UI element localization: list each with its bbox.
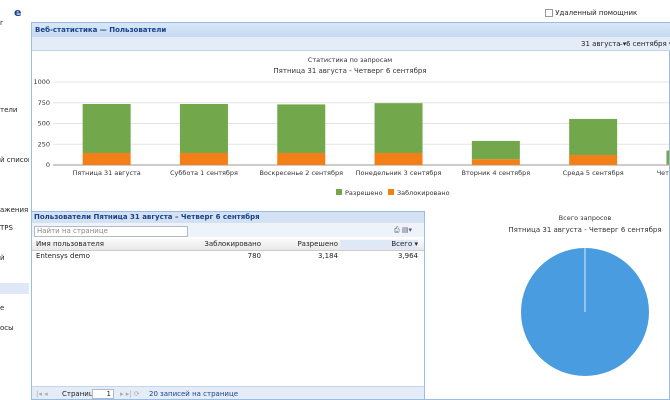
remote-help[interactable]: Удаленный помощник (545, 9, 637, 17)
legend-label: Заблокировано (397, 189, 450, 197)
bar-chart: Статистика по запросам Пятница 31 августа… (33, 56, 669, 197)
sidebar-item: TPS (0, 224, 13, 232)
toolbar (32, 37, 670, 51)
chart-title: Всего запросов (559, 214, 612, 222)
bar-segment (82, 103, 131, 153)
table-head: Имя пользователя Заблокировано Разрешено Вс… (32, 239, 424, 251)
page-size-label: записей на странице (160, 390, 239, 398)
pager-nav[interactable]: ▸ ▸| ⟳ (120, 390, 140, 398)
x-tick-label: Среда 5 сентября (563, 169, 624, 177)
x-tick-label: Воскресенье 2 сентября (259, 169, 343, 177)
sidebar-item: ажения (0, 206, 29, 214)
x-tick-label: Суббота 1 сентября (170, 169, 238, 177)
page-input[interactable]: 1 (92, 389, 114, 399)
column-header: Разрешено (297, 240, 338, 248)
table-cell: Entensys demo (36, 252, 90, 260)
legend-swatch (336, 189, 342, 195)
bar-segment (277, 104, 326, 153)
pie-chart: Всего запросов Пятница 31 августа - Четве… (508, 214, 662, 376)
panel-header: Веб-статистика — Пользователи (32, 23, 670, 37)
sidebar-item: e (14, 6, 22, 19)
sidebar: e r тели й список ажения TPS й е осы (0, 0, 29, 400)
chart-subtitle: Пятница 31 августа - Четверг 6 сентября (508, 226, 661, 234)
y-tick-label: 500 (38, 120, 50, 128)
sidebar-item: й список (0, 156, 29, 164)
page-label: Страница (62, 390, 98, 398)
sidebar-item: осы (0, 324, 14, 332)
table-cell: 780 (247, 252, 261, 260)
x-tick-label: Четверг 6 сентября (657, 169, 669, 177)
bar-segment (666, 150, 669, 165)
chart-subtitle: Пятница 31 августа - Четверг 6 сентября (273, 67, 426, 75)
checkbox[interactable] (545, 9, 553, 17)
sidebar-item: е (0, 304, 5, 312)
sidebar-selected (0, 283, 29, 294)
bar-segment (82, 152, 131, 165)
column-header: Всего ▾ (340, 240, 418, 249)
column-header: Заблокировано (204, 240, 261, 248)
bar-segment (569, 155, 618, 165)
y-tick-label: 1000 (33, 78, 50, 86)
table-cell: 3,184 (317, 252, 338, 260)
sidebar-item: r (0, 19, 3, 27)
bar-segment (471, 159, 520, 165)
chart-title: Статистика по запросам (308, 56, 393, 64)
sidebar-item: тели (0, 106, 18, 114)
panel: Веб-статистика — Пользователи 31 августа… (31, 22, 670, 400)
date-from[interactable]: 31 августа ▾ (581, 40, 627, 48)
date-to[interactable]: 6 сентября ▾ (626, 40, 670, 48)
table-panel: Пользователи Пятница 31 августа – Четвер… (31, 211, 425, 400)
date-sep: – (619, 40, 623, 48)
bar-segment (666, 164, 669, 165)
x-tick-label: Понедельник 3 сентября (356, 169, 442, 177)
sidebar-item: й (0, 254, 5, 262)
table-header: Пользователи Пятница 31 августа – Четвер… (32, 212, 424, 223)
legend-label: Разрешено (345, 189, 383, 197)
export-icons[interactable]: ⎙ ▤▾ (394, 226, 412, 234)
x-tick-label: Вторник 4 сентября (462, 169, 531, 177)
y-tick-label: 250 (38, 140, 50, 148)
pager: |◂ ◂ Страница 1 ▸ ▸| ⟳ 20 записей на стр… (32, 386, 424, 399)
search-box[interactable]: Найти на странице (34, 226, 188, 237)
y-tick-label: 0 (46, 161, 50, 169)
checkbox-label: Удаленный помощник (555, 9, 638, 17)
bar-segment (277, 152, 326, 165)
table-cell: 3,964 (397, 252, 418, 260)
pager-nav[interactable]: |◂ ◂ (36, 390, 48, 398)
bar-segment (374, 103, 423, 153)
y-tick-label: 750 (38, 99, 50, 107)
bar-segment (471, 140, 520, 160)
bar-segment (374, 152, 423, 165)
page-size[interactable]: 20 (149, 390, 158, 398)
bar-segment (179, 103, 228, 153)
bar-segment (569, 118, 618, 156)
bar-segment (179, 152, 228, 165)
column-header: Имя пользователя (36, 240, 104, 248)
x-tick-label: Пятница 31 августа (73, 169, 141, 177)
legend-swatch (388, 189, 394, 195)
